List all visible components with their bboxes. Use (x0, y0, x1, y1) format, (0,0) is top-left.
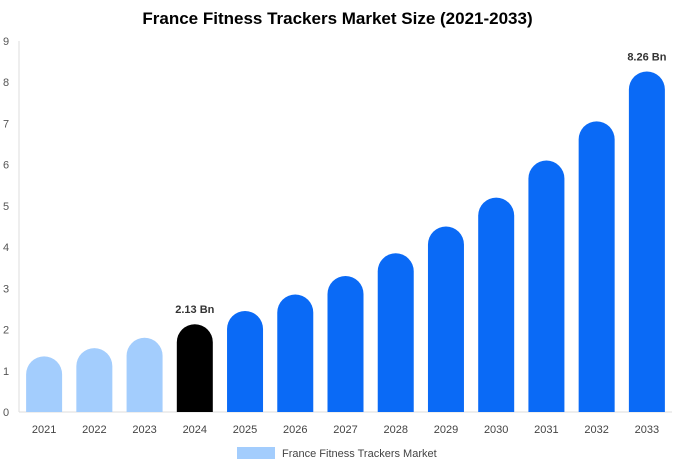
y-tick-label: 7 (3, 118, 9, 130)
data-label: 8.26 Bn (627, 52, 666, 64)
y-tick-label: 6 (3, 160, 9, 172)
bar-2032 (578, 121, 615, 412)
bar-2031 (528, 160, 565, 412)
x-tick-label: 2028 (383, 424, 407, 436)
bar-2029 (427, 226, 464, 412)
y-tick-label: 5 (3, 201, 9, 213)
x-tick-label: 2024 (183, 424, 207, 436)
x-tick-label: 2025 (233, 424, 257, 436)
x-tick-label: 2021 (32, 424, 56, 436)
bar-2030 (478, 197, 515, 412)
x-tick-label: 2030 (484, 424, 508, 436)
y-tick-label: 0 (3, 407, 9, 419)
x-tick-label: 2023 (132, 424, 156, 436)
y-tick-label: 9 (3, 36, 9, 48)
x-tick-label: 2031 (534, 424, 558, 436)
bar-2022 (76, 348, 113, 412)
bar-2021 (26, 356, 63, 412)
bar-2028 (377, 253, 414, 412)
bar-2025 (227, 311, 264, 412)
bar-2027 (327, 275, 364, 412)
y-tick-label: 1 (3, 366, 9, 378)
bar-2023 (126, 337, 163, 412)
bar-2024 (176, 324, 213, 412)
x-tick-label: 2033 (635, 424, 659, 436)
x-tick-label: 2027 (333, 424, 357, 436)
x-tick-label: 2029 (434, 424, 458, 436)
data-label: 2.13 Bn (175, 304, 214, 316)
legend-label: France Fitness Trackers Market (282, 448, 437, 460)
y-tick-label: 8 (3, 77, 9, 89)
chart-title: France Fitness Trackers Market Size (202… (142, 9, 533, 28)
bar-2026 (277, 294, 314, 412)
x-tick-label: 2026 (283, 424, 307, 436)
x-tick-label: 2032 (584, 424, 608, 436)
y-tick-label: 2 (3, 325, 9, 337)
legend-swatch (237, 447, 275, 459)
x-tick-label: 2022 (82, 424, 106, 436)
y-tick-label: 3 (3, 283, 9, 295)
bar-2033 (628, 71, 665, 412)
y-tick-label: 4 (3, 242, 9, 254)
